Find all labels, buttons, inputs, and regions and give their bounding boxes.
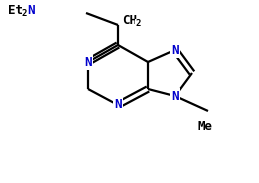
Text: N: N — [84, 55, 92, 68]
Text: N: N — [27, 5, 34, 18]
Text: Me: Me — [198, 119, 213, 132]
Text: N: N — [171, 89, 179, 102]
Text: 2: 2 — [135, 19, 140, 28]
Text: N: N — [114, 98, 122, 111]
Text: N: N — [171, 44, 179, 57]
Text: CH: CH — [122, 14, 137, 27]
Text: 2: 2 — [21, 9, 26, 18]
Text: Et: Et — [8, 5, 23, 18]
